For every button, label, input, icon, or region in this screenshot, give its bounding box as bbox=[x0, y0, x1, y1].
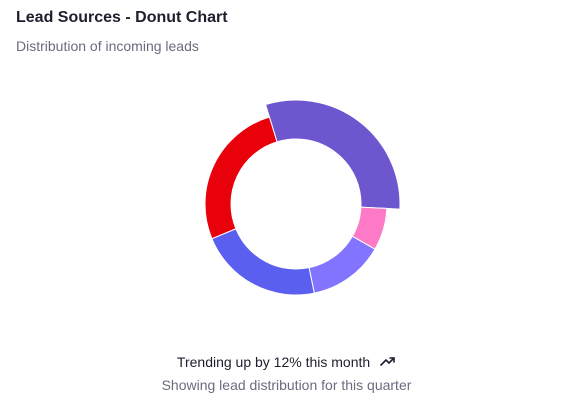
trending-up-icon bbox=[380, 354, 396, 370]
chart-title: Lead Sources - Donut Chart bbox=[16, 9, 228, 26]
donut-slice-3[interactable] bbox=[308, 235, 376, 294]
donut-slice-5[interactable] bbox=[204, 116, 278, 240]
chart-subtitle: Distribution of incoming leads bbox=[16, 38, 199, 54]
donut-slice-1[interactable] bbox=[264, 99, 401, 210]
footer-note: Showing lead distribution for this quart… bbox=[161, 377, 412, 393]
trend-line: Trending up by 12% this month bbox=[0, 354, 573, 370]
trend-text: Trending up by 12% this month bbox=[176, 354, 371, 370]
donut-slice-4[interactable] bbox=[211, 228, 315, 296]
